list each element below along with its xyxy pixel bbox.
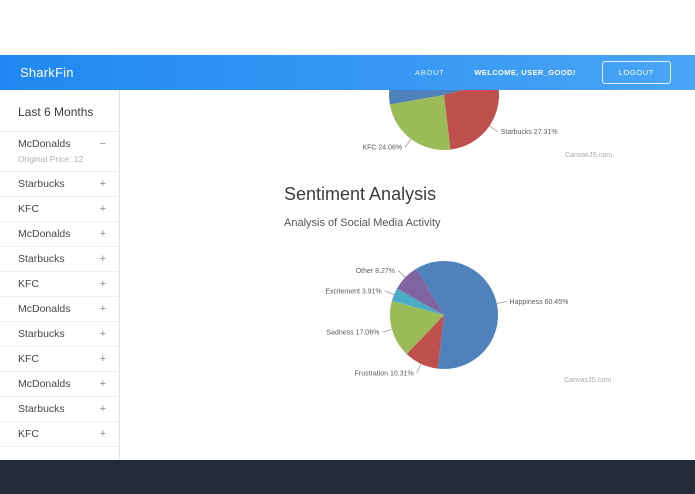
sidebar-item-label: KFC [18,203,39,215]
sidebar-item-toggle[interactable]: + [99,228,106,240]
brand-logo: SharkFin [20,65,74,80]
welcome-user-text: WELCOME, USER_GOOD! [474,68,576,77]
sidebar-item-toggle[interactable]: − [99,138,106,150]
pie-slice-happiness [416,261,498,370]
sidebar-item-row[interactable]: KFC + [0,272,119,296]
sidebar-item-row[interactable]: Starbucks + [0,397,119,421]
sidebar: Last 6 Months McDonalds − Original Price… [0,90,120,460]
sidebar-item-label: KFC [18,353,39,365]
sidebar-item-toggle[interactable]: + [99,403,106,415]
pie-label-line [416,363,422,374]
pie-slice-excitement [391,288,444,315]
pie-slice-label: Frustration 10.31% [355,370,414,377]
sidebar-item-label: KFC [18,278,39,290]
sentiment-pie-chart: Happiness 60.45% Frustration 10.31% Sadnes… [325,261,569,377]
canvasjs-credit-link[interactable]: CanvasJS.com [564,377,612,384]
sidebar-item-label: McDonalds [18,138,71,150]
sidebar-item-row[interactable]: McDonalds + [0,297,119,321]
app-header: SharkFin ABOUT WELCOME, USER_GOOD! LOGOU… [0,55,695,90]
pie-slice-label: Other 8.27% [356,268,395,275]
sidebar-item: Starbucks + [0,397,119,422]
sidebar-item-toggle[interactable]: + [99,303,106,315]
sidebar-item-row[interactable]: McDonalds + [0,372,119,396]
pie-slice-mcdonalds [389,90,463,105]
sidebar-item: McDonalds − Original Price: 12 [0,132,119,172]
sidebar-item-row[interactable]: KFC + [0,197,119,221]
logout-button[interactable]: LOGOUT [601,61,671,84]
pie-slice-label: KFC 24.06% [362,145,402,152]
footer-bar [0,460,695,494]
pie-slice-other [396,268,444,315]
pie-label-line [397,270,406,278]
sidebar-item-toggle[interactable]: + [99,328,106,340]
pie-slice-label: Happiness 60.45% [510,299,569,306]
sidebar-item-toggle[interactable]: + [99,378,106,390]
pie-slice-label: Starbucks 27.31% [501,129,558,136]
main-panel: McDonalds 48.63%Starbucks 27.31%KFC 24.0… [120,90,695,460]
pie-label-line [382,329,393,333]
sidebar-title: Last 6 Months [0,90,119,132]
sidebar-item: Starbucks + [0,172,119,197]
sidebar-item-subtext: Original Price: 12 [18,154,84,164]
sidebar-item-toggle[interactable]: + [99,203,106,215]
restaurants-pie-chart: McDonalds 48.63%Starbucks 27.31%KFC 24.0… [362,90,558,152]
sidebar-item-label: Starbucks [18,253,65,265]
sidebar-item-label: Starbucks [18,328,65,340]
chart-subtitle: Analysis of Social Media Activity [284,217,441,229]
sidebar-item-toggle[interactable]: + [99,278,106,290]
sidebar-item: McDonalds + [0,222,119,247]
pie-slice-label: Excitement 3.91% [325,288,381,295]
sidebar-item-row[interactable]: Starbucks + [0,322,119,346]
sidebar-item-row[interactable]: Starbucks + [0,247,119,271]
pie-slice-starbucks [444,90,499,150]
sidebar-item: McDonalds + [0,372,119,397]
content-area: Last 6 Months McDonalds − Original Price… [0,90,695,460]
sidebar-item-row[interactable]: KFC + [0,422,119,446]
top-whitespace [0,0,695,55]
pie-slice-label: Sadness 17.06% [326,330,379,337]
sidebar-item: KFC + [0,347,119,372]
pie-label-line [384,290,395,295]
sidebar-item: KFC + [0,197,119,222]
sidebar-item-row[interactable]: KFC + [0,347,119,371]
sidebar-item-toggle[interactable]: + [99,353,106,365]
sidebar-item: Starbucks + [0,247,119,272]
sidebar-item-label: McDonalds [18,228,71,240]
sidebar-item-row[interactable]: McDonalds + [0,222,119,246]
pie-label-line [489,125,498,132]
pie-slice-kfc [389,95,451,150]
chart-title: Sentiment Analysis [284,184,437,204]
sidebar-item: KFC + [0,422,119,447]
sidebar-item-label: Starbucks [18,178,65,190]
pie-slice-sadness [390,300,444,355]
sidebar-item-toggle[interactable]: + [99,253,106,265]
sidebar-item-row[interactable]: Starbucks + [0,172,119,196]
sidebar-item-label: Starbucks [18,403,65,415]
sidebar-item: McDonalds + [0,297,119,322]
header-nav: ABOUT WELCOME, USER_GOOD! LOGOUT [415,61,671,84]
pie-label-line [496,301,507,304]
sidebar-item-label: KFC [18,428,39,440]
pie-label-line [404,138,412,148]
sidebar-item-row[interactable]: McDonalds − [0,132,119,156]
sidebar-item: KFC + [0,272,119,297]
sidebar-item-label: McDonalds [18,303,71,315]
pie-slice-frustration [406,315,444,369]
sidebar-item: Starbucks + [0,322,119,347]
sidebar-item-toggle[interactable]: + [99,178,106,190]
canvasjs-credit-link[interactable]: CanvasJS.com [565,152,613,159]
nav-link-about[interactable]: ABOUT [415,68,445,77]
sidebar-item-toggle[interactable]: + [99,428,106,440]
sidebar-list: McDonalds − Original Price: 12 Starbucks… [0,132,119,447]
sidebar-item-label: McDonalds [18,378,71,390]
